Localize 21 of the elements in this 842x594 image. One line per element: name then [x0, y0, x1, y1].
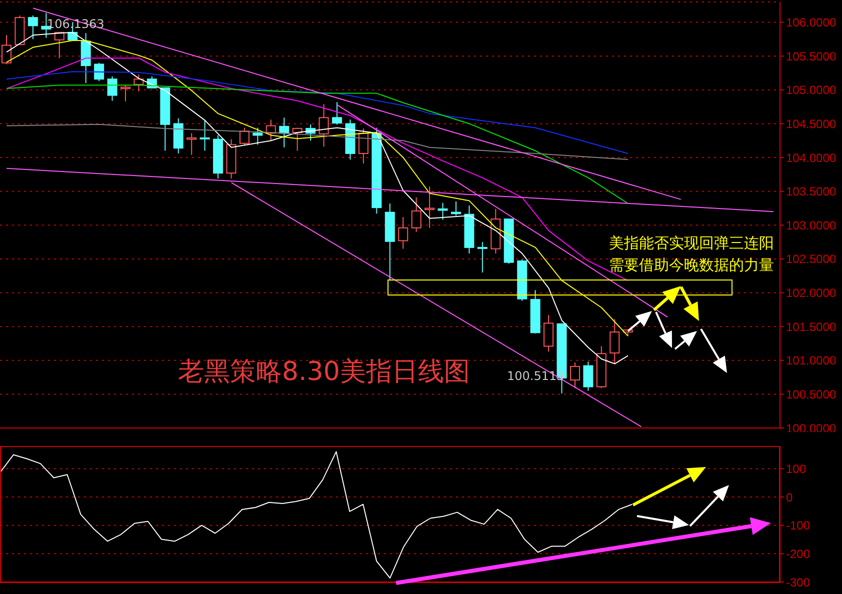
y-tick-label: 100.5000: [786, 387, 836, 402]
y-tick-label: 104.5000: [786, 116, 836, 131]
y-tick-label: -200: [786, 546, 810, 561]
annotation: 美指能否实现回弹三连阳: [609, 234, 774, 253]
y-tick-label: 106.0000: [786, 16, 836, 30]
annotation: 需要借助今晚数据的力量: [609, 256, 774, 275]
y-tick-label: 100: [786, 462, 806, 476]
y-tick-label: 105.5000: [786, 49, 836, 64]
y-tick-label: 103.0000: [786, 218, 836, 232]
text: 老黑策略8.30美指日线图: [178, 356, 470, 389]
y-tick-label: 104.0000: [786, 150, 836, 165]
y-tick-label: 100.0000: [786, 421, 836, 436]
y-tick-label: -300: [786, 575, 810, 590]
y-tick-label: 0: [786, 490, 793, 504]
y-tick-label: 102.0000: [786, 286, 836, 300]
y-tick-label: 101.5000: [786, 320, 836, 334]
y-tick-label: 101.0000: [786, 354, 836, 368]
y-tick-label: 103.5000: [786, 184, 836, 199]
y-tick-label: -100: [786, 518, 810, 533]
y-tick-label: 105.0000: [786, 83, 836, 98]
y-tick-label: 102.5000: [786, 252, 836, 266]
